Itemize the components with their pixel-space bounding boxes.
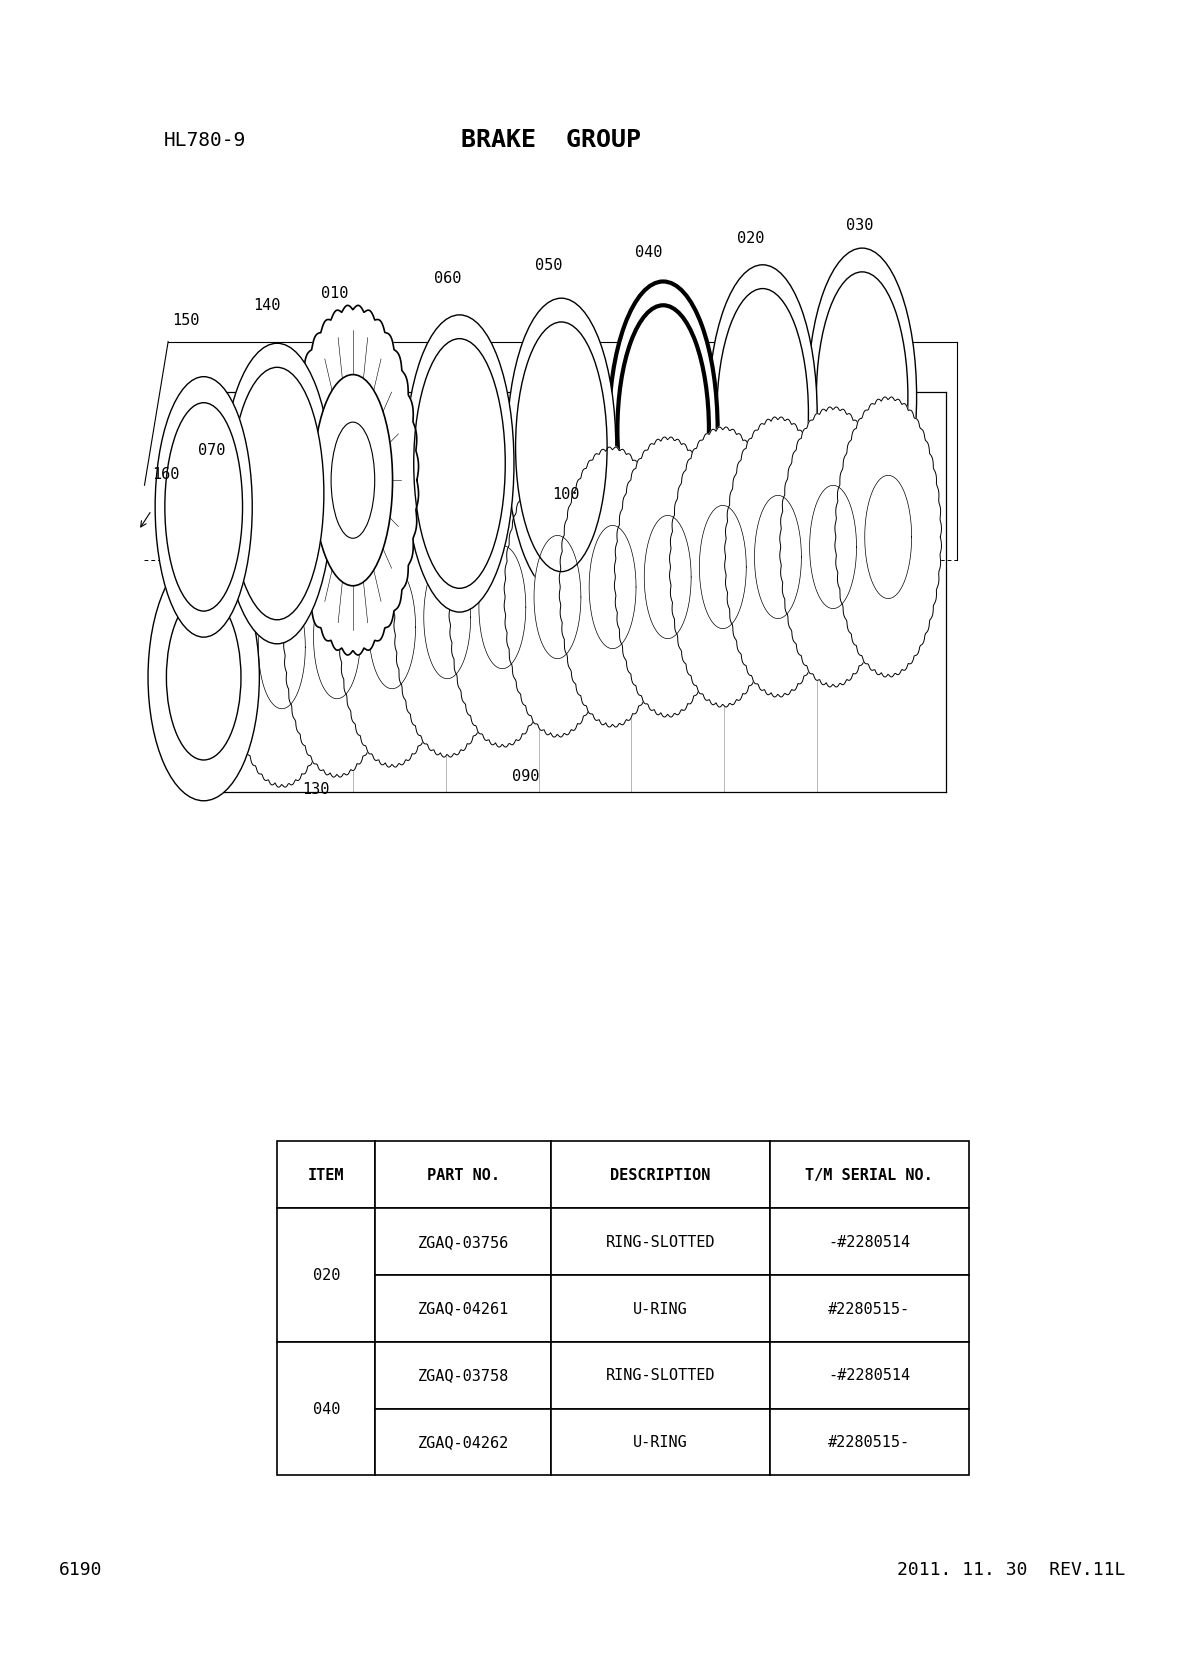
Text: 050: 050 xyxy=(534,259,562,272)
Polygon shape xyxy=(725,417,831,698)
Text: ZGAQ-03756: ZGAQ-03756 xyxy=(417,1235,509,1248)
Bar xyxy=(375,1342,551,1409)
Text: ZGAQ-03758: ZGAQ-03758 xyxy=(417,1369,509,1382)
Ellipse shape xyxy=(807,249,916,546)
Ellipse shape xyxy=(413,339,506,589)
Polygon shape xyxy=(478,546,526,669)
Polygon shape xyxy=(534,536,581,659)
Text: 040: 040 xyxy=(313,1402,340,1415)
Text: #2280515-: #2280515- xyxy=(828,1435,910,1449)
Text: RING-SLOTTED: RING-SLOTTED xyxy=(605,1235,715,1248)
Ellipse shape xyxy=(231,367,323,621)
Text: HL780-9: HL780-9 xyxy=(163,130,245,150)
Bar xyxy=(551,1275,770,1342)
Text: 020: 020 xyxy=(736,232,765,245)
Bar xyxy=(551,1142,770,1208)
Text: DESCRIPTION: DESCRIPTION xyxy=(610,1168,710,1182)
Ellipse shape xyxy=(515,322,607,572)
Bar xyxy=(375,1409,551,1475)
Text: ZGAQ-04261: ZGAQ-04261 xyxy=(417,1302,509,1315)
Ellipse shape xyxy=(221,344,333,644)
Ellipse shape xyxy=(609,282,718,579)
Polygon shape xyxy=(700,506,746,629)
Text: 6190: 6190 xyxy=(59,1561,103,1577)
Polygon shape xyxy=(779,407,886,688)
Ellipse shape xyxy=(332,422,374,539)
Bar xyxy=(277,1142,375,1208)
Ellipse shape xyxy=(816,272,908,522)
Polygon shape xyxy=(258,586,305,709)
Bar xyxy=(375,1142,551,1208)
Polygon shape xyxy=(644,516,691,639)
Text: T/M SERIAL NO.: T/M SERIAL NO. xyxy=(805,1168,933,1182)
Text: PART NO.: PART NO. xyxy=(426,1168,500,1182)
Text: ZGAQ-04262: ZGAQ-04262 xyxy=(417,1435,509,1449)
Polygon shape xyxy=(559,447,665,728)
Polygon shape xyxy=(394,477,501,758)
Polygon shape xyxy=(588,526,636,649)
Polygon shape xyxy=(314,576,360,699)
Ellipse shape xyxy=(617,305,709,556)
Text: 100: 100 xyxy=(552,487,580,501)
Bar xyxy=(375,1275,551,1342)
Ellipse shape xyxy=(405,315,514,613)
Ellipse shape xyxy=(148,554,259,801)
Ellipse shape xyxy=(314,376,392,586)
Text: -#2280514: -#2280514 xyxy=(828,1369,910,1382)
Text: 040: 040 xyxy=(635,245,663,259)
Ellipse shape xyxy=(165,404,243,611)
Bar xyxy=(770,1275,969,1342)
Polygon shape xyxy=(835,397,941,678)
Ellipse shape xyxy=(167,594,240,761)
Text: RING-SLOTTED: RING-SLOTTED xyxy=(605,1369,715,1382)
Text: 060: 060 xyxy=(433,272,462,285)
Polygon shape xyxy=(864,476,912,599)
Text: 070: 070 xyxy=(198,444,226,457)
Ellipse shape xyxy=(507,299,616,596)
Polygon shape xyxy=(284,497,391,778)
Text: ITEM: ITEM xyxy=(308,1168,345,1182)
Text: 2011. 11. 30  REV.11L: 2011. 11. 30 REV.11L xyxy=(896,1561,1125,1577)
Bar xyxy=(551,1409,770,1475)
Polygon shape xyxy=(669,427,776,708)
Polygon shape xyxy=(368,566,416,689)
Polygon shape xyxy=(229,507,335,788)
Bar xyxy=(375,1208,551,1275)
Polygon shape xyxy=(424,556,470,679)
Ellipse shape xyxy=(155,377,252,638)
Bar xyxy=(770,1342,969,1409)
Text: U-RING: U-RING xyxy=(632,1302,688,1315)
Text: 010: 010 xyxy=(321,287,349,300)
Polygon shape xyxy=(754,496,802,619)
Polygon shape xyxy=(810,486,856,609)
Text: 020: 020 xyxy=(313,1268,340,1282)
Polygon shape xyxy=(339,487,445,768)
Text: U-RING: U-RING xyxy=(632,1435,688,1449)
Polygon shape xyxy=(504,457,611,738)
Text: 160: 160 xyxy=(152,467,180,481)
Bar xyxy=(770,1409,969,1475)
Bar xyxy=(277,1342,375,1475)
Polygon shape xyxy=(449,467,555,748)
Bar xyxy=(551,1208,770,1275)
Ellipse shape xyxy=(716,289,809,539)
Polygon shape xyxy=(288,305,418,656)
Text: -#2280514: -#2280514 xyxy=(828,1235,910,1248)
Text: BRAKE  GROUP: BRAKE GROUP xyxy=(461,129,641,152)
Text: 140: 140 xyxy=(252,299,281,312)
Bar xyxy=(770,1208,969,1275)
Text: 030: 030 xyxy=(845,219,874,232)
Polygon shape xyxy=(614,437,721,718)
Text: 090: 090 xyxy=(511,769,540,783)
Bar xyxy=(551,1342,770,1409)
Ellipse shape xyxy=(708,265,817,562)
Text: 130: 130 xyxy=(302,783,330,796)
Text: 150: 150 xyxy=(172,314,200,327)
Bar xyxy=(770,1142,969,1208)
Bar xyxy=(277,1208,375,1342)
Text: #2280515-: #2280515- xyxy=(828,1302,910,1315)
